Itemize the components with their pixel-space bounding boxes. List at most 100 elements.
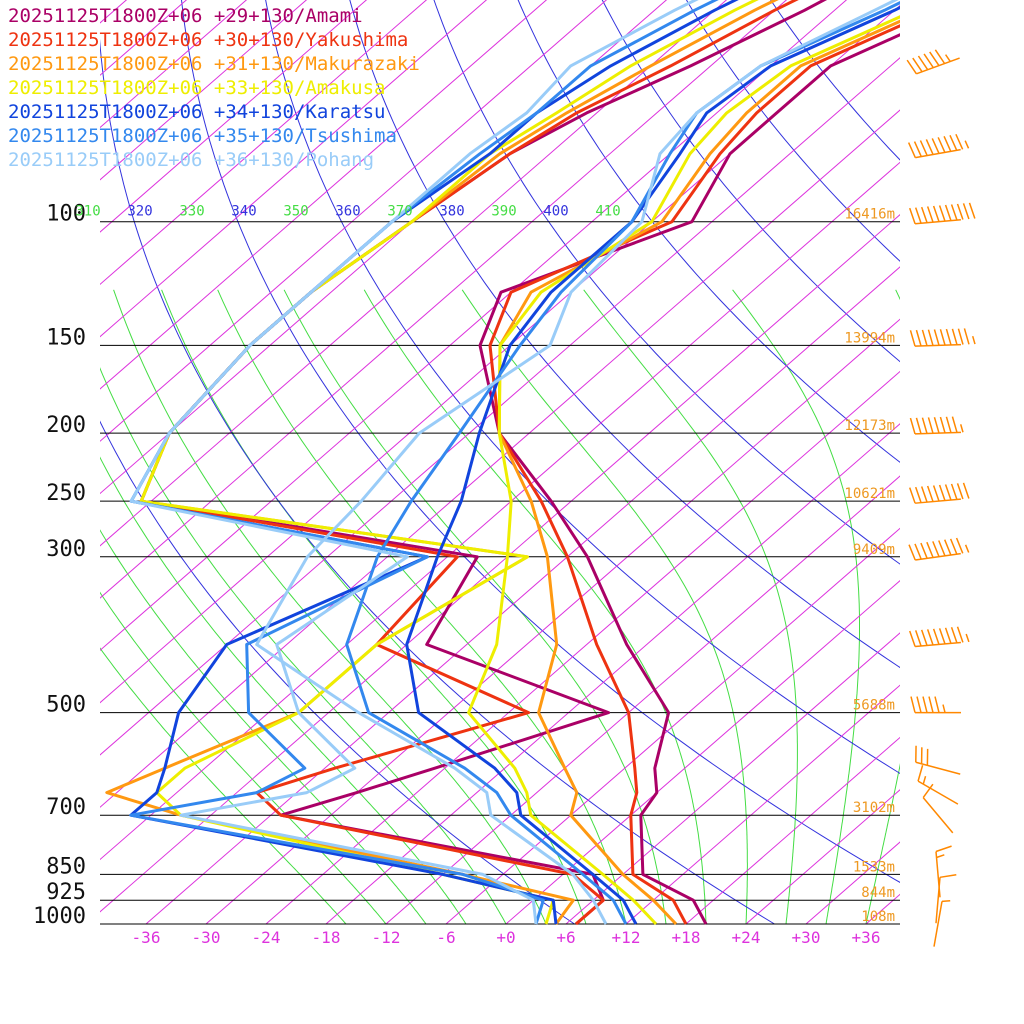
isotherm-line	[986, 0, 1024, 924]
temperature-series-line	[488, 24, 900, 925]
isotherm-line	[100, 0, 428, 286]
moist-adiabat-line	[100, 591, 387, 925]
wind-barb	[915, 745, 961, 775]
legend-entry: 20251125T1800Z+06 +36+130/Pohang	[8, 149, 375, 171]
dry-adiabat-line	[100, 38, 775, 925]
theta-label: 410	[595, 204, 620, 220]
isotherm-line	[565, 632, 900, 925]
dry-adiabat-line	[685, 0, 900, 262]
wind-barb	[909, 416, 964, 435]
wind-barb	[908, 202, 976, 225]
isotherm-line	[100, 0, 488, 338]
legend-entry: 20251125T1800Z+06 +35+130/Tsushima	[8, 125, 397, 147]
wind-barb	[910, 696, 961, 714]
legend-entry: 20251125T1800Z+06 +31+130/Makurazaki	[8, 53, 420, 75]
dry-adiabat-line	[770, 0, 900, 161]
temperature-tick-label: -6	[436, 928, 455, 947]
legend-entry: 20251125T1800Z+06 +33+130/Amakusa	[8, 77, 386, 99]
temperature-tick-label: +12	[612, 928, 641, 947]
temperature-series-line	[255, 0, 899, 925]
moist-adiabat-line	[217, 289, 627, 925]
wind-barb	[908, 626, 970, 648]
sounding-series	[105, 0, 900, 925]
pressure-tick-label: 850	[46, 854, 86, 879]
isotherm-line	[625, 684, 900, 925]
isotherm-line	[100, 161, 900, 861]
temperature-tick-label: -12	[372, 928, 401, 947]
isotherm-line	[100, 213, 900, 913]
isotherm-line	[100, 109, 900, 808]
moist-adiabat-line	[583, 289, 798, 925]
dry-adiabat-line	[517, 0, 900, 463]
dry-adiabat-line	[433, 0, 900, 565]
legend-entry: 20251125T1800Z+06 +30+130/Yakushima	[8, 29, 409, 51]
moist-adiabat-line	[113, 289, 547, 925]
isotherm-line	[100, 0, 308, 181]
dewpoint-series-line	[129, 0, 699, 925]
temperature-tick-label: -24	[252, 928, 281, 947]
dry-adiabats	[100, 0, 900, 925]
isotherm-line	[926, 0, 1024, 924]
temperature-series-line	[467, 15, 900, 925]
temperature-tick-label: -18	[312, 928, 341, 947]
temperature-series-line	[478, 33, 900, 925]
theta-label: 320	[127, 204, 152, 220]
pressure-tick-label: 200	[46, 413, 86, 438]
height-label: 16416m	[844, 207, 895, 223]
pressure-tick-label: 925	[46, 880, 86, 905]
theta-label: 400	[543, 204, 568, 220]
dry-adiabat-line	[349, 0, 900, 669]
temperature-tick-label: +30	[792, 928, 821, 947]
pressure-tick-label: 250	[46, 481, 86, 506]
moist-adiabat-line	[461, 289, 748, 925]
moist-adiabat-line	[100, 647, 347, 925]
height-label: 13994m	[844, 330, 895, 346]
pressure-tick-label: 700	[46, 795, 86, 820]
height-label: 9409m	[853, 542, 895, 558]
wind-barb	[908, 537, 970, 561]
height-label: 12173m	[844, 418, 895, 434]
theta-label: 390	[491, 204, 516, 220]
height-label: 844m	[861, 885, 895, 901]
temperature-tick-label: -36	[132, 928, 161, 947]
isotherm-line	[745, 789, 900, 925]
temperature-tick-label: +6	[556, 928, 575, 947]
isotherm-line	[505, 579, 900, 925]
moist-adiabat-line	[732, 289, 860, 925]
moist-adiabat-line	[283, 289, 667, 925]
moist-adiabat-line	[100, 456, 467, 925]
temperature-tick-label: +24	[732, 928, 761, 947]
temperature-tick-label: +36	[852, 928, 881, 947]
isotherm-line	[205, 318, 900, 925]
temperature-series-line	[405, 5, 900, 925]
height-label: 5688m	[853, 698, 895, 714]
theta-label: 330	[179, 204, 204, 220]
isotherm-line	[265, 370, 900, 925]
wind-barb	[907, 133, 970, 159]
pressure-tick-label: 300	[46, 537, 86, 562]
isotherm-line	[100, 0, 248, 129]
pressure-tick-label: 1000	[33, 904, 86, 929]
theta-label: 380	[439, 204, 464, 220]
legend-entry: 20251125T1800Z+06 +34+130/Karatsu	[8, 101, 386, 123]
moist-adiabat-line	[100, 367, 507, 925]
height-label: 1533m	[853, 859, 895, 875]
pressure-tick-label: 500	[46, 693, 86, 718]
theta-label: 340	[231, 204, 256, 220]
height-label: 10621m	[844, 486, 895, 502]
moist-adiabat-line	[865, 289, 900, 925]
wind-barb	[935, 873, 957, 924]
pressure-tick-label: 150	[46, 325, 86, 350]
moist-adiabat-line	[100, 529, 427, 925]
isotherm-line	[385, 475, 900, 925]
isotherm-line	[445, 527, 900, 925]
temperature-tick-label: -30	[192, 928, 221, 947]
moist-adiabats	[100, 289, 900, 925]
isotherm-line	[100, 0, 608, 442]
temperature-series-line	[345, 0, 900, 925]
legend-entry: 20251125T1800Z+06 +29+130/Amami	[8, 5, 363, 27]
theta-label: 360	[335, 204, 360, 220]
wind-barb	[909, 328, 976, 347]
isotherm-line	[100, 0, 728, 547]
wind-barb	[906, 49, 960, 75]
